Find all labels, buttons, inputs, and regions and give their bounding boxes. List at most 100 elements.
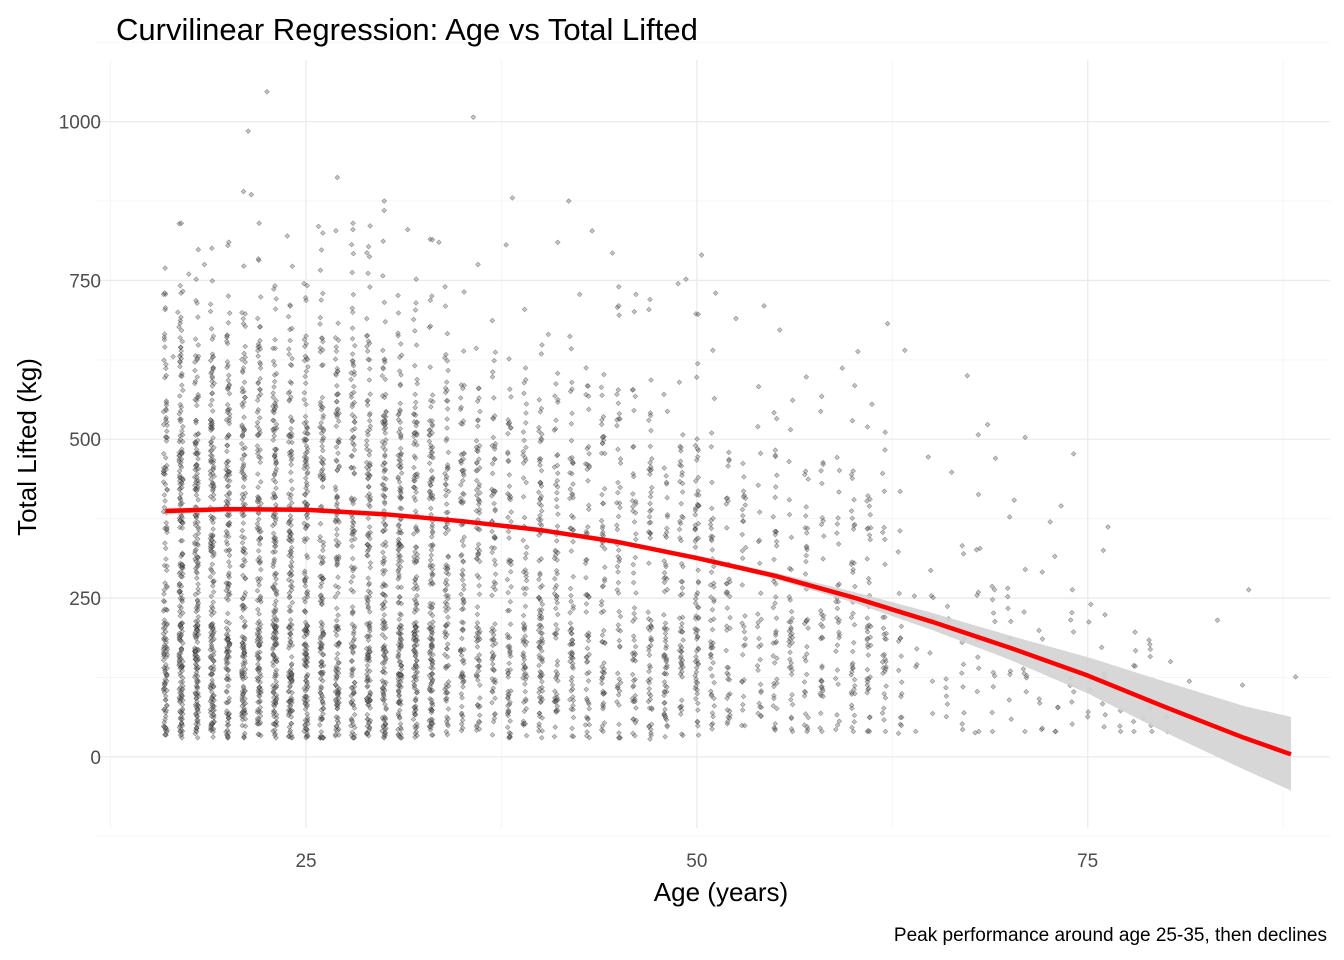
data-point xyxy=(1101,724,1107,730)
data-point xyxy=(411,596,418,603)
data-point xyxy=(191,474,198,480)
data-point xyxy=(600,627,607,634)
data-point xyxy=(288,457,295,463)
data-point xyxy=(584,645,591,652)
data-point xyxy=(224,647,231,654)
data-point xyxy=(254,499,261,505)
data-point xyxy=(225,433,231,440)
data-point xyxy=(365,533,372,539)
data-point xyxy=(319,362,325,369)
data-point xyxy=(350,650,356,656)
data-point xyxy=(367,677,373,684)
data-point xyxy=(301,520,307,527)
data-point xyxy=(178,647,185,654)
data-point xyxy=(304,594,311,600)
data-point xyxy=(160,657,167,663)
data-point xyxy=(398,494,405,501)
data-point xyxy=(289,670,295,677)
data-point xyxy=(224,332,231,339)
data-point xyxy=(835,515,841,521)
data-point xyxy=(475,541,482,548)
data-point xyxy=(163,702,170,709)
data-point xyxy=(396,542,403,548)
data-point xyxy=(286,624,292,631)
data-point xyxy=(442,530,449,537)
data-point xyxy=(194,626,200,633)
data-point xyxy=(195,391,202,398)
data-point xyxy=(397,516,404,523)
data-point xyxy=(320,461,327,467)
data-point xyxy=(1147,653,1154,660)
data-point xyxy=(207,706,214,713)
data-point xyxy=(412,404,418,411)
data-point xyxy=(756,560,763,567)
data-point xyxy=(834,642,841,649)
data-point xyxy=(264,88,270,95)
data-point xyxy=(192,440,199,447)
data-point xyxy=(601,485,608,492)
data-point xyxy=(257,365,264,371)
data-point xyxy=(162,676,168,683)
data-point xyxy=(257,294,264,300)
data-point xyxy=(834,667,841,673)
data-point xyxy=(381,652,387,659)
data-point xyxy=(367,529,374,536)
data-point xyxy=(523,550,529,557)
data-point xyxy=(694,436,700,442)
data-point xyxy=(238,671,245,678)
data-point xyxy=(833,648,839,655)
data-point xyxy=(301,396,307,403)
data-point xyxy=(179,707,186,714)
data-point xyxy=(567,609,573,616)
data-point xyxy=(396,683,403,689)
data-point xyxy=(193,692,200,699)
data-point xyxy=(442,283,448,290)
data-point xyxy=(398,666,405,673)
data-point xyxy=(348,717,355,723)
data-point xyxy=(411,681,418,688)
data-point xyxy=(178,645,185,652)
data-point xyxy=(803,552,810,559)
data-point xyxy=(336,699,342,706)
data-point xyxy=(413,695,419,702)
data-point xyxy=(1105,524,1111,530)
data-point xyxy=(335,438,341,445)
data-point xyxy=(192,558,199,564)
data-point xyxy=(383,655,389,662)
data-point xyxy=(836,467,843,474)
data-point xyxy=(242,716,249,722)
data-point xyxy=(302,700,308,707)
data-point xyxy=(335,450,341,457)
data-point xyxy=(661,612,667,618)
data-point xyxy=(209,397,215,404)
data-point xyxy=(208,516,215,523)
data-point xyxy=(848,702,855,709)
data-point xyxy=(459,635,465,642)
data-point xyxy=(492,561,499,568)
data-point xyxy=(474,604,481,610)
data-point xyxy=(678,697,685,704)
data-point xyxy=(320,456,327,463)
data-point xyxy=(273,616,280,622)
data-point xyxy=(410,716,417,723)
data-point xyxy=(382,701,388,708)
data-point xyxy=(257,704,264,711)
data-point xyxy=(523,401,530,407)
data-point xyxy=(285,491,292,497)
data-point xyxy=(381,207,388,214)
data-point xyxy=(208,665,214,671)
data-point xyxy=(379,606,386,612)
data-point xyxy=(224,483,231,490)
data-point xyxy=(839,365,846,371)
data-point xyxy=(598,421,605,428)
data-point xyxy=(287,326,293,333)
data-point xyxy=(380,273,386,279)
data-point xyxy=(396,616,403,623)
data-point xyxy=(569,725,575,732)
data-point xyxy=(223,710,230,717)
data-point xyxy=(239,539,246,546)
data-point xyxy=(287,729,293,736)
data-point xyxy=(192,631,198,638)
data-point xyxy=(270,408,276,414)
data-point xyxy=(318,601,325,608)
